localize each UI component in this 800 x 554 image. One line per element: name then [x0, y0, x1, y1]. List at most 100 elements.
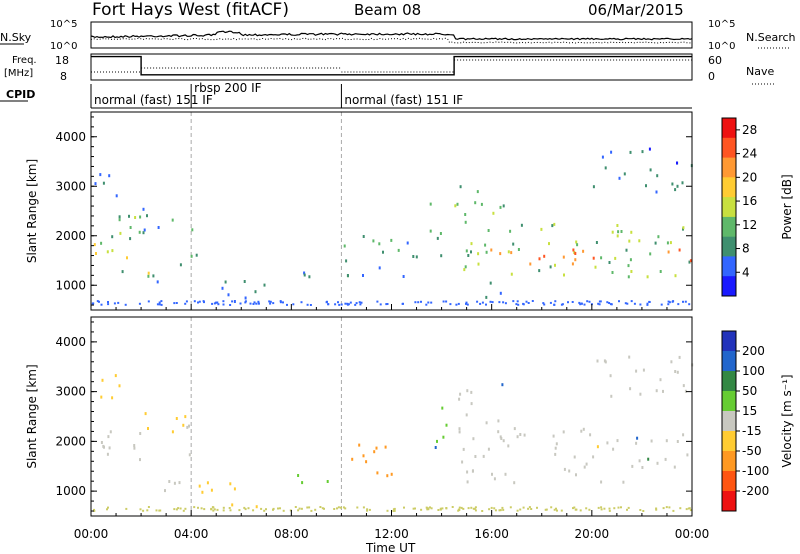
ground-scatter-cell [455, 303, 458, 306]
x-tick-label: 00:00 [74, 527, 109, 541]
scatter-cell [554, 452, 557, 456]
ground-scatter-cell [139, 508, 142, 511]
ground-scatter-cell [393, 508, 395, 511]
ground-scatter-cell [600, 508, 603, 511]
scatter-cell [592, 256, 595, 260]
ground-scatter-cell [489, 300, 492, 303]
ground-scatter-cell [298, 507, 301, 510]
scatter-cell [509, 229, 512, 233]
ground-scatter-cell [646, 303, 649, 306]
scatter-cell [188, 424, 190, 428]
x-axis-title: Time UT [365, 541, 416, 554]
scatter-cell [510, 272, 513, 276]
x-tick-label: 08:00 [274, 527, 309, 541]
ground-scatter-cell [393, 509, 396, 512]
ground-scatter-cell [403, 506, 405, 509]
ground-scatter-cell [504, 302, 507, 305]
ground-scatter-cell [516, 509, 519, 512]
ground-scatter-cell [417, 301, 420, 304]
scatter-cell [499, 205, 502, 209]
scatter-cell [552, 434, 555, 438]
scatter-cell [456, 202, 459, 206]
ground-scatter-cell [211, 302, 214, 305]
scatter-cell [646, 275, 649, 279]
scatter-cell [554, 263, 556, 267]
scatter-cell [611, 230, 614, 234]
scatter-cell [563, 273, 565, 277]
scatter-cell [669, 241, 672, 245]
freq-panel-frame [90, 53, 693, 81]
scatter-cell [164, 489, 166, 493]
scatter-cell [592, 185, 595, 189]
ground-scatter-cell [556, 509, 558, 512]
freq-tick-bottom: 8 [60, 70, 67, 83]
scatter-cell [376, 471, 379, 475]
ground-scatter-cell [639, 509, 642, 511]
ground-scatter-cell [617, 506, 620, 509]
ground-scatter-cell [91, 302, 94, 305]
noise-tick-bottom-right: 10^0 [708, 41, 735, 52]
ground-scatter-cell [308, 506, 311, 509]
ground-scatter-cell [155, 509, 158, 512]
scatter-cell [243, 280, 246, 283]
scatter-cell [436, 439, 438, 443]
scatter-cell [582, 427, 585, 431]
scatter-cell [662, 389, 664, 393]
scatter-cell [464, 220, 467, 224]
ground-scatter-cell [462, 507, 465, 510]
ground-scatter-cell [502, 508, 505, 511]
scatter-cell [555, 442, 558, 446]
scatter-cell [168, 480, 171, 483]
ground-scatter-cell [626, 508, 628, 511]
colorbar-swatch [722, 351, 736, 372]
ground-scatter-cell [222, 509, 225, 512]
scatter-cell [616, 224, 619, 227]
scatter-cell [107, 435, 110, 439]
ground-scatter-cell [572, 507, 574, 510]
colorbar-swatch [722, 331, 736, 352]
scatter-cell [650, 439, 653, 443]
panel-background [91, 112, 692, 310]
scatter-cell [627, 275, 630, 279]
ground-scatter-cell [125, 507, 128, 510]
scatter-cell [390, 238, 393, 242]
ground-scatter-cell [138, 302, 141, 305]
ground-scatter-cell [476, 300, 479, 303]
scatter-cell [157, 226, 160, 229]
ground-scatter-cell [297, 509, 300, 512]
ground-scatter-cell [429, 506, 431, 509]
scatter-cell [198, 484, 201, 488]
nsky-label: N.Sky [0, 31, 32, 44]
scatter-cell [655, 389, 658, 393]
scatter-cell [99, 173, 102, 177]
scatter-cell [497, 430, 500, 434]
ground-scatter-cell [185, 300, 188, 303]
colorbar-swatch [722, 431, 736, 452]
scatter-cell [678, 355, 681, 359]
ground-scatter-cell [327, 303, 330, 306]
ground-scatter-cell [173, 302, 176, 305]
scatter-cell [641, 466, 644, 469]
scatter-cell [463, 268, 466, 272]
ground-scatter-cell [175, 302, 178, 304]
ground-scatter-cell [349, 301, 352, 304]
y-tick-label: 4000 [55, 130, 86, 144]
ground-scatter-cell [430, 507, 433, 510]
ground-scatter-cell [608, 507, 611, 510]
scatter-cell [500, 437, 503, 440]
scatter-cell [516, 435, 519, 439]
ground-scatter-cell [620, 506, 622, 509]
scatter-cell [224, 280, 227, 284]
scatter-cell [568, 469, 571, 473]
scatter-cell [390, 472, 393, 476]
ground-scatter-cell [578, 301, 581, 304]
ground-scatter-cell [257, 300, 260, 303]
scatter-cell [507, 250, 510, 254]
colorbar-tick-label: 100 [742, 364, 765, 378]
ground-scatter-cell [323, 507, 325, 510]
ground-scatter-cell [179, 507, 182, 510]
scatter-cell [133, 444, 136, 447]
colorbar-swatch [722, 491, 736, 512]
ground-scatter-cell [358, 301, 361, 304]
